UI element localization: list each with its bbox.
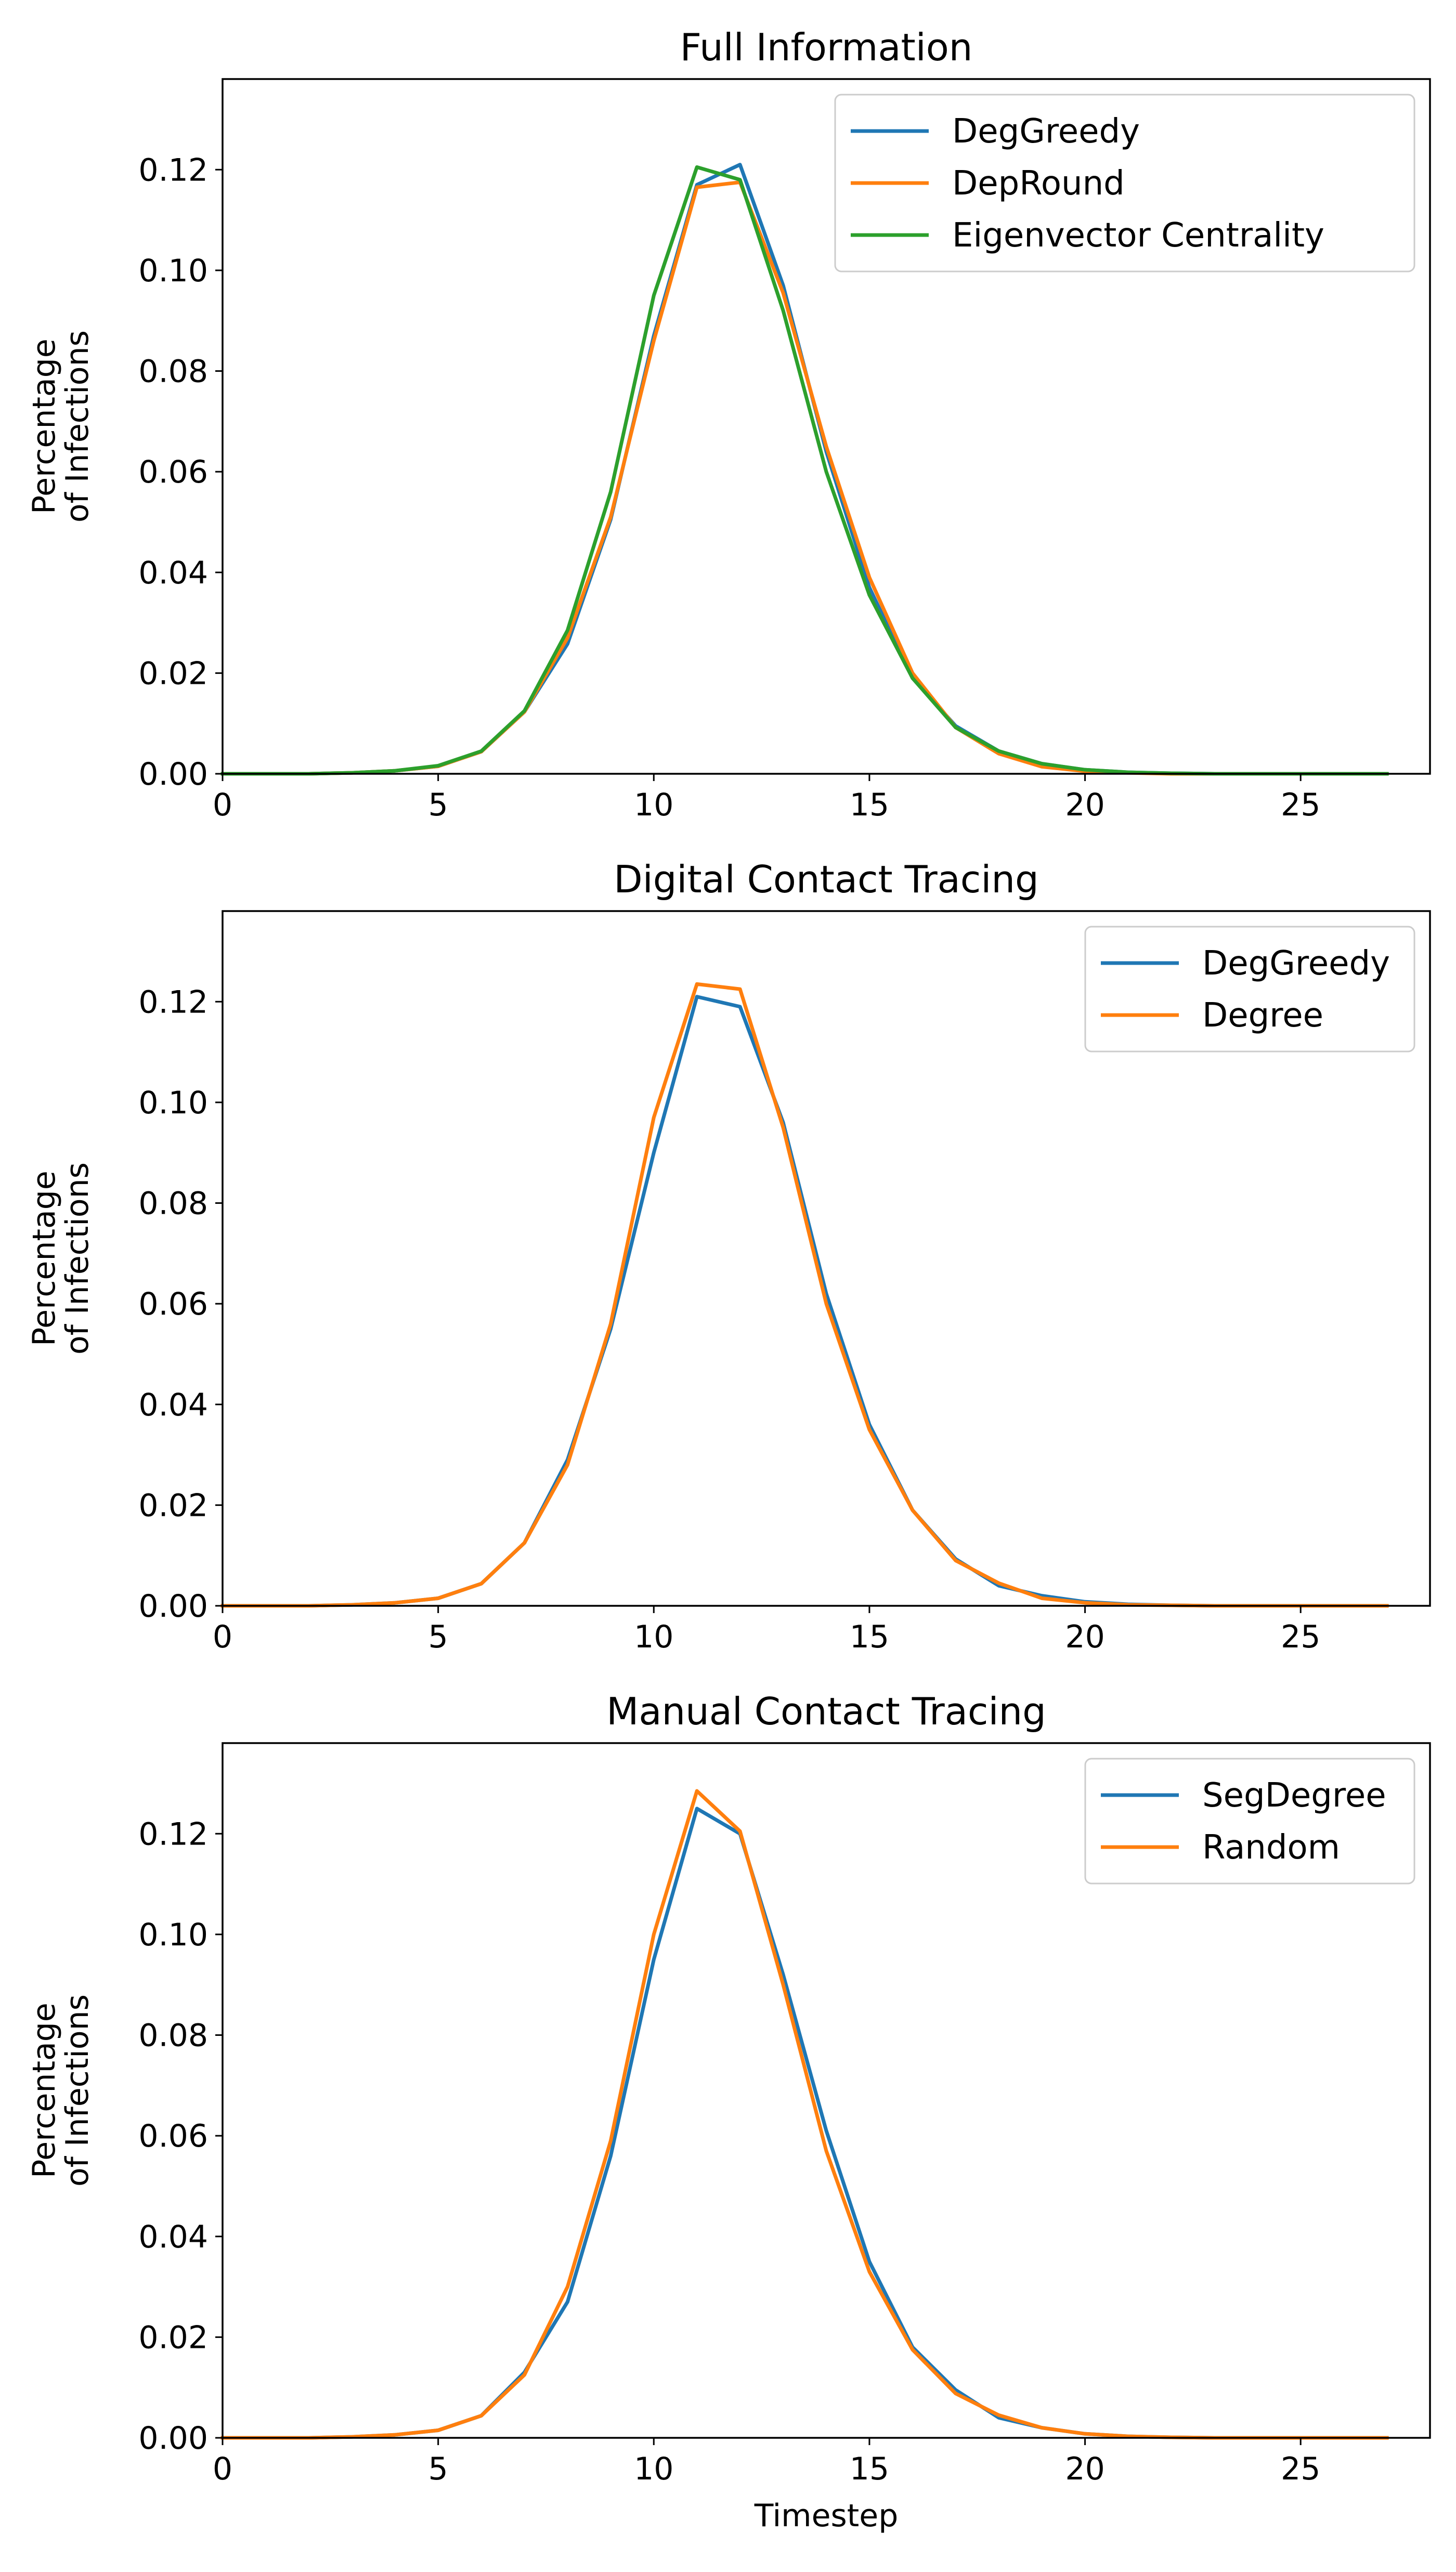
chart-title: Digital Contact Tracing bbox=[614, 858, 1038, 901]
y-tick-label: 0.10 bbox=[138, 1917, 208, 1953]
y-tick-label: 0.08 bbox=[138, 1186, 208, 1222]
y-tick-label: 0.04 bbox=[138, 555, 208, 591]
x-tick-label: 15 bbox=[850, 787, 889, 823]
y-tick-label: 0.06 bbox=[138, 2118, 208, 2154]
y-axis-label: of Infections bbox=[59, 1994, 96, 2187]
x-axis-label: Timestep bbox=[754, 2498, 899, 2534]
y-tick-label: 0.00 bbox=[138, 756, 208, 793]
chart-title: Full Information bbox=[680, 25, 973, 69]
legend-box bbox=[1084, 926, 1415, 1053]
legend-box bbox=[834, 94, 1415, 272]
x-tick-label: 0 bbox=[213, 2451, 232, 2487]
x-tick-label: 20 bbox=[1065, 787, 1104, 823]
x-tick-label: 0 bbox=[213, 787, 232, 823]
x-tick-label: 15 bbox=[850, 1619, 889, 1655]
series-line bbox=[220, 1807, 1389, 2440]
legend: SegDegree Random bbox=[1084, 1758, 1415, 1885]
x-tick-label: 25 bbox=[1281, 787, 1320, 823]
x-tick-label: 5 bbox=[428, 2451, 448, 2487]
y-axis-label: of Infections bbox=[59, 330, 96, 523]
chart-panel: Full Information 0 5 10 15 20 25 0.00 0.02 0.04 0.… bbox=[26, 25, 1431, 823]
plot-frame bbox=[222, 78, 1431, 775]
legend-label: DepRound bbox=[952, 164, 1125, 203]
y-axis-label: Percentage bbox=[26, 2003, 62, 2178]
y-tick-label: 0.00 bbox=[138, 1588, 208, 1625]
chart-panel: Digital Contact Tracing 0 5 10 15 20 25 0.00 0.0… bbox=[26, 858, 1431, 1655]
legend-label: DegGreedy bbox=[952, 112, 1140, 151]
x-tick-label: 10 bbox=[634, 787, 673, 823]
x-tick-label: 5 bbox=[428, 787, 448, 823]
y-tick-label: 0.12 bbox=[138, 152, 208, 188]
chart-title: Manual Contact Tracing bbox=[606, 1690, 1046, 1733]
x-tick-label: 20 bbox=[1065, 1619, 1104, 1655]
y-axis-label: Percentage bbox=[26, 339, 62, 514]
x-tick-label: 5 bbox=[428, 1619, 448, 1655]
series-line bbox=[220, 1789, 1389, 2440]
y-tick-label: 0.10 bbox=[138, 1085, 208, 1121]
legend: DegGreedy Degree bbox=[1084, 926, 1415, 1053]
y-tick-label: 0.08 bbox=[138, 2018, 208, 2054]
y-tick-label: 0.00 bbox=[138, 2420, 208, 2457]
series-line bbox=[220, 995, 1389, 1608]
chart-panel: Manual Contact Tracing 0 5 10 15 20 25 0.00 0.02… bbox=[26, 1690, 1431, 2534]
y-tick-label: 0.04 bbox=[138, 1387, 208, 1423]
x-tick-label: 25 bbox=[1281, 1619, 1320, 1655]
y-tick-label: 0.04 bbox=[138, 2219, 208, 2255]
x-tick-label: 20 bbox=[1065, 2451, 1104, 2487]
legend-label: Eigenvector Centrality bbox=[952, 216, 1324, 255]
legend-label: DegGreedy bbox=[1202, 944, 1390, 983]
y-tick-label: 0.06 bbox=[138, 1286, 208, 1322]
y-tick-label: 0.12 bbox=[138, 1816, 208, 1852]
y-axis-label: Percentage bbox=[26, 1171, 62, 1346]
x-tick-label: 0 bbox=[213, 1619, 232, 1655]
legend-box bbox=[1084, 1758, 1415, 1885]
x-tick-label: 10 bbox=[634, 2451, 673, 2487]
y-tick-label: 0.02 bbox=[138, 1487, 208, 1524]
y-axis-label: of Infections bbox=[59, 1162, 96, 1355]
y-tick-label: 0.10 bbox=[138, 253, 208, 289]
legend-label: SegDegree bbox=[1202, 1776, 1386, 1815]
y-tick-label: 0.02 bbox=[138, 2319, 208, 2356]
x-tick-label: 10 bbox=[634, 1619, 673, 1655]
plot-frame bbox=[222, 1742, 1431, 2439]
y-tick-label: 0.12 bbox=[138, 984, 208, 1020]
series-line bbox=[220, 982, 1389, 1608]
legend-label: Degree bbox=[1202, 996, 1323, 1035]
x-tick-label: 25 bbox=[1281, 2451, 1320, 2487]
legend: DegGreedy DepRound Eigenvector Centrality bbox=[834, 94, 1415, 272]
y-tick-label: 0.08 bbox=[138, 354, 208, 390]
legend-label: Random bbox=[1202, 1828, 1340, 1867]
y-tick-label: 0.02 bbox=[138, 655, 208, 692]
plot-frame bbox=[222, 910, 1431, 1607]
x-tick-label: 15 bbox=[850, 2451, 889, 2487]
y-tick-label: 0.06 bbox=[138, 454, 208, 490]
